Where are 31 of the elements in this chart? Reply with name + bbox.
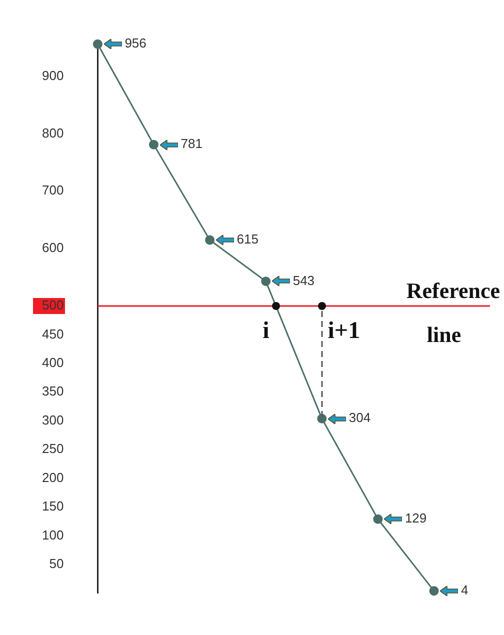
point bbox=[205, 235, 215, 245]
y-tick-label: 250 bbox=[42, 441, 64, 456]
point bbox=[261, 276, 271, 286]
y-tick-label: 450 bbox=[42, 326, 64, 342]
data-label: 304 bbox=[348, 410, 371, 426]
y-tick-label: 800 bbox=[42, 125, 64, 140]
y-tick-label: 200 bbox=[42, 470, 64, 485]
ref-line-label: Reference line bbox=[406, 278, 500, 348]
data-label: 129 bbox=[404, 510, 427, 526]
y-tick-label: 300 bbox=[42, 412, 64, 428]
y-tick-label: 500 bbox=[42, 298, 64, 313]
y-tick-label: 150 bbox=[42, 498, 64, 514]
y-tick-label: 600 bbox=[42, 240, 64, 256]
y-tick-label: 700 bbox=[42, 182, 64, 198]
data-label: 543 bbox=[292, 272, 315, 288]
point bbox=[429, 586, 439, 596]
point bbox=[373, 514, 383, 524]
annotation: i+1 bbox=[328, 318, 360, 344]
data-label: 4 bbox=[461, 582, 468, 598]
point bbox=[317, 414, 327, 424]
point bbox=[92, 39, 102, 49]
data-label: 956 bbox=[124, 36, 146, 51]
y-tick-label: 900 bbox=[42, 68, 64, 83]
y-tick-label: 50 bbox=[49, 556, 64, 572]
annotation: i bbox=[262, 318, 270, 344]
y-tick-label: 100 bbox=[42, 527, 64, 542]
y-tick-label: 400 bbox=[42, 355, 64, 370]
data-label: 781 bbox=[180, 136, 202, 152]
data-label: 615 bbox=[236, 232, 258, 247]
point bbox=[148, 140, 158, 150]
y-tick-label: 350 bbox=[42, 384, 64, 399]
